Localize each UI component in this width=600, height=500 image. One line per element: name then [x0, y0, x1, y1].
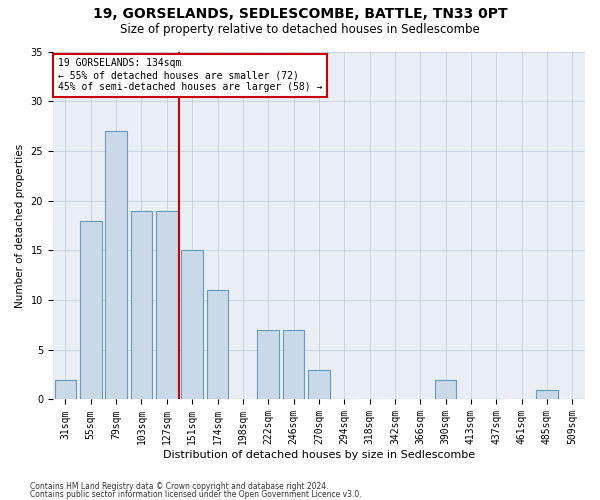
Bar [181, 250, 203, 400]
Bar [536, 390, 558, 400]
Bar [80, 220, 101, 400]
Bar [435, 380, 457, 400]
X-axis label: Distribution of detached houses by size in Sedlescombe: Distribution of detached houses by size … [163, 450, 475, 460]
Bar [131, 210, 152, 400]
Y-axis label: Number of detached properties: Number of detached properties [15, 144, 25, 308]
Text: Contains public sector information licensed under the Open Government Licence v3: Contains public sector information licen… [30, 490, 362, 499]
Bar [156, 210, 178, 400]
Text: 19 GORSELANDS: 134sqm
← 55% of detached houses are smaller (72)
45% of semi-deta: 19 GORSELANDS: 134sqm ← 55% of detached … [58, 58, 322, 92]
Bar [55, 380, 76, 400]
Bar [257, 330, 279, 400]
Text: 19, GORSELANDS, SEDLESCOMBE, BATTLE, TN33 0PT: 19, GORSELANDS, SEDLESCOMBE, BATTLE, TN3… [92, 8, 508, 22]
Bar [308, 370, 329, 400]
Bar [106, 131, 127, 400]
Bar [283, 330, 304, 400]
Text: Contains HM Land Registry data © Crown copyright and database right 2024.: Contains HM Land Registry data © Crown c… [30, 482, 329, 491]
Text: Size of property relative to detached houses in Sedlescombe: Size of property relative to detached ho… [120, 22, 480, 36]
Bar [207, 290, 228, 400]
